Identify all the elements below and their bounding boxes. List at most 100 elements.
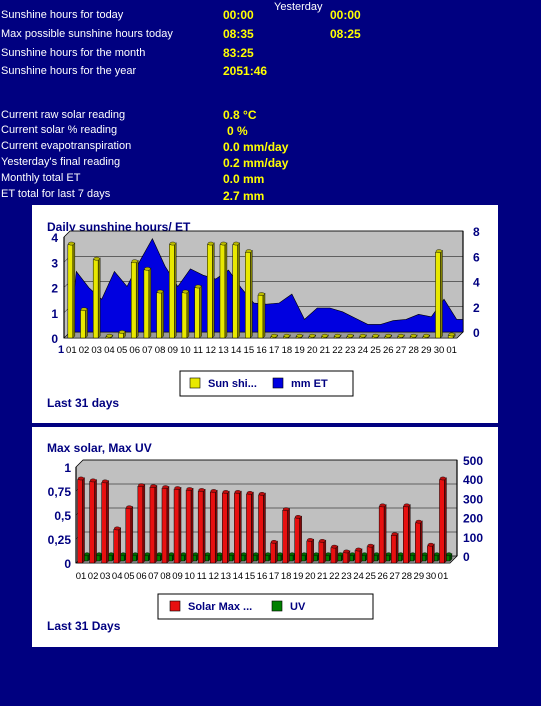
plot-background — [75, 459, 458, 564]
solar-bar — [330, 544, 339, 564]
x-first-tick: 1 — [58, 344, 64, 356]
stat-yesterday-max-possible: 08:25 — [330, 27, 361, 41]
uv-bar — [361, 552, 368, 562]
x-tick-label: 18 — [281, 571, 292, 582]
uv-bar — [264, 552, 272, 562]
x-tick-label: 16 — [257, 571, 268, 582]
solar-bar — [246, 491, 254, 564]
x-tick-label: 19 — [293, 571, 304, 582]
stat-label-solar-percent: Current solar % reading — [1, 124, 118, 136]
x-tick-label: 13 — [218, 345, 229, 356]
legend-swatch-et — [272, 377, 284, 389]
solar-bar — [354, 547, 363, 564]
x-tick-label: 30 — [426, 571, 437, 582]
stat-label-year: Sunshine hours for the year — [1, 65, 137, 77]
solar-bar — [378, 503, 387, 564]
legend-label-sunshine: Sun shi... — [208, 378, 257, 390]
x-tick-label: 01 — [76, 571, 87, 582]
legend-swatch-solar — [169, 600, 181, 612]
uv-bar — [373, 552, 380, 562]
x-tick-label: 18 — [282, 345, 293, 356]
stat-label-yesterday-final: Yesterday's final reading — [1, 156, 121, 168]
y-tick-label: 0,5 — [54, 509, 71, 523]
uv-bar — [252, 552, 260, 562]
x-tick-label: 28 — [408, 345, 419, 356]
x-tick-label: 02 — [88, 571, 99, 582]
x-tick-label: 28 — [401, 571, 412, 582]
x-tick-label: 21 — [320, 345, 331, 356]
stat-label-sunshine-today: Sunshine hours for today — [1, 9, 124, 21]
y2-tick-label: 400 — [463, 473, 483, 487]
gridline-diag — [63, 230, 71, 238]
x-tick-label: 23 — [345, 345, 356, 356]
x-tick-label: 29 — [421, 345, 432, 356]
y2-tick-label: 300 — [463, 492, 483, 506]
x-tick-label: 16 — [256, 345, 267, 356]
solar-bar — [270, 540, 278, 564]
uv-bar — [192, 552, 199, 562]
x-tick-label: 09 — [172, 571, 183, 582]
uv-bar — [349, 552, 356, 562]
legend-swatch-sunshine — [189, 377, 201, 389]
solar-bar — [197, 488, 206, 564]
x-tick-label: 12 — [206, 345, 217, 356]
solar-bar — [149, 484, 158, 564]
x-tick-label: 12 — [208, 571, 219, 582]
uv-bar — [144, 552, 151, 562]
solar-bar — [342, 549, 351, 564]
x-tick-label: 22 — [329, 571, 340, 582]
sunshine-bar — [257, 292, 266, 339]
x-tick-label: 17 — [269, 345, 280, 356]
solar-bar — [403, 503, 411, 564]
stat-label-et-7days: ET total for last 7 days — [1, 188, 111, 200]
sunshine-bar — [295, 333, 304, 339]
uv-bar — [83, 552, 91, 562]
x-tick-label: 06 — [136, 571, 147, 582]
x-tick-label: 25 — [365, 571, 376, 582]
legend-box — [179, 370, 354, 397]
y2-tick-label: 0 — [473, 326, 480, 340]
x-tick-label: 26 — [383, 345, 394, 356]
sunshine-bar — [283, 333, 291, 339]
sunshine-bar — [207, 241, 215, 339]
solar-bar — [439, 476, 447, 564]
solar-bar — [415, 519, 423, 564]
uv-bar — [95, 552, 103, 562]
chart-title: Max solar, Max UV — [47, 441, 152, 455]
x-tick-label: 17 — [269, 571, 280, 582]
uv-bar — [445, 552, 453, 562]
sunshine-bar — [346, 333, 354, 339]
solar-uv-chart: Max solar, Max UV00,250,50,7510100200300… — [47, 441, 483, 633]
x-tick-label: 27 — [396, 345, 407, 356]
sunshine-bar — [409, 333, 418, 339]
uv-bar — [216, 552, 223, 562]
solar-bar — [137, 483, 146, 564]
solar-bar — [101, 479, 109, 564]
solar-bar — [209, 489, 218, 564]
uv-bar — [385, 552, 392, 562]
uv-bar — [325, 552, 332, 562]
x-tick-label: 07 — [148, 571, 159, 582]
legend-label-solar: Solar Max ... — [188, 601, 252, 613]
x-tick-label: 24 — [358, 345, 369, 356]
x-tick-label: 14 — [233, 571, 244, 582]
sunshine-bar — [105, 333, 114, 339]
stat-label-raw-solar: Current raw solar reading — [1, 109, 126, 121]
y-tick-label: 1 — [64, 461, 71, 475]
x-tick-label: 08 — [160, 571, 171, 582]
stat-label-month: Sunshine hours for the month — [1, 47, 146, 59]
uv-bar — [276, 552, 284, 562]
y2-tick-label: 6 — [473, 250, 480, 264]
sunshine-bar — [447, 332, 456, 339]
stat-label-evapotranspiration: Current evapotranspiration — [1, 140, 132, 152]
x-tick-label: 26 — [377, 571, 388, 582]
sunshine-bar — [130, 259, 139, 339]
solar-bar — [161, 485, 170, 564]
uv-bar — [119, 552, 127, 562]
sunshine-bar — [245, 249, 253, 339]
sunshine-bar — [371, 333, 380, 339]
solar-bar — [125, 505, 133, 564]
uv-bar — [421, 552, 429, 562]
sunshine-bar — [80, 307, 88, 339]
yesterday-header: Yesterday — [274, 1, 323, 13]
